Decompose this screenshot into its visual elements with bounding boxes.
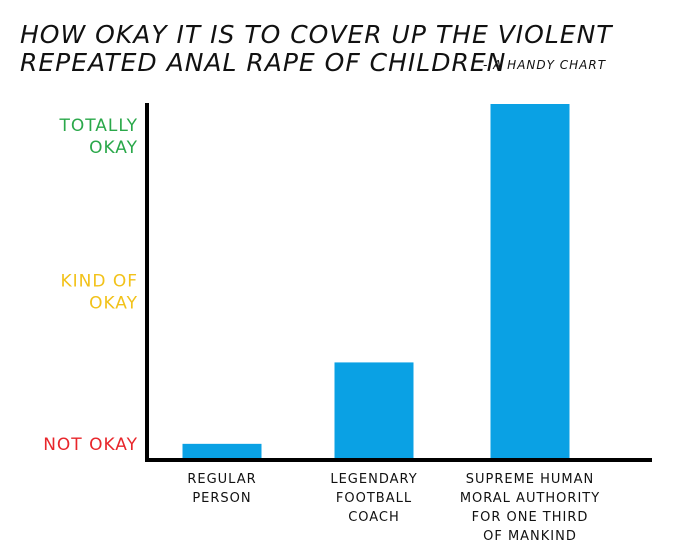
bars xyxy=(182,104,570,458)
chart-title: HOW OKAY IT IS TO COVER UP THE VIOLENT R… xyxy=(20,20,613,77)
y-tick-labels: TOTALLY OKAY KIND OF OKAY NOT OKAY xyxy=(43,116,138,455)
y-tick-label-3: NOT OKAY xyxy=(43,435,138,455)
bar-1 xyxy=(182,443,262,458)
axes xyxy=(145,103,652,462)
x-tick-label-2: LEGENDARY FOOTBALL COACH xyxy=(330,472,417,525)
x-tick-label-3: SUPREME HUMAN MORAL AUTHORITY FOR ONE THIR… xyxy=(460,472,600,544)
chart-subtitle: - A HANDY CHART xyxy=(483,58,607,72)
x-tick-labels: REGULAR PERSON LEGENDARY FOOTBALL COACH SUPRE… xyxy=(187,472,600,544)
y-tick-label-2: KIND OF OKAY xyxy=(60,272,138,314)
bar-2 xyxy=(334,362,414,458)
y-tick-label-1: TOTALLY OKAY xyxy=(58,116,138,158)
bar-3 xyxy=(490,104,570,458)
x-tick-label-1: REGULAR PERSON xyxy=(187,472,256,506)
title-line-2: REPEATED ANAL RAPE OF CHILDREN xyxy=(20,48,506,77)
title-line-1: HOW OKAY IT IS TO COVER UP THE VIOLENT xyxy=(20,20,613,49)
